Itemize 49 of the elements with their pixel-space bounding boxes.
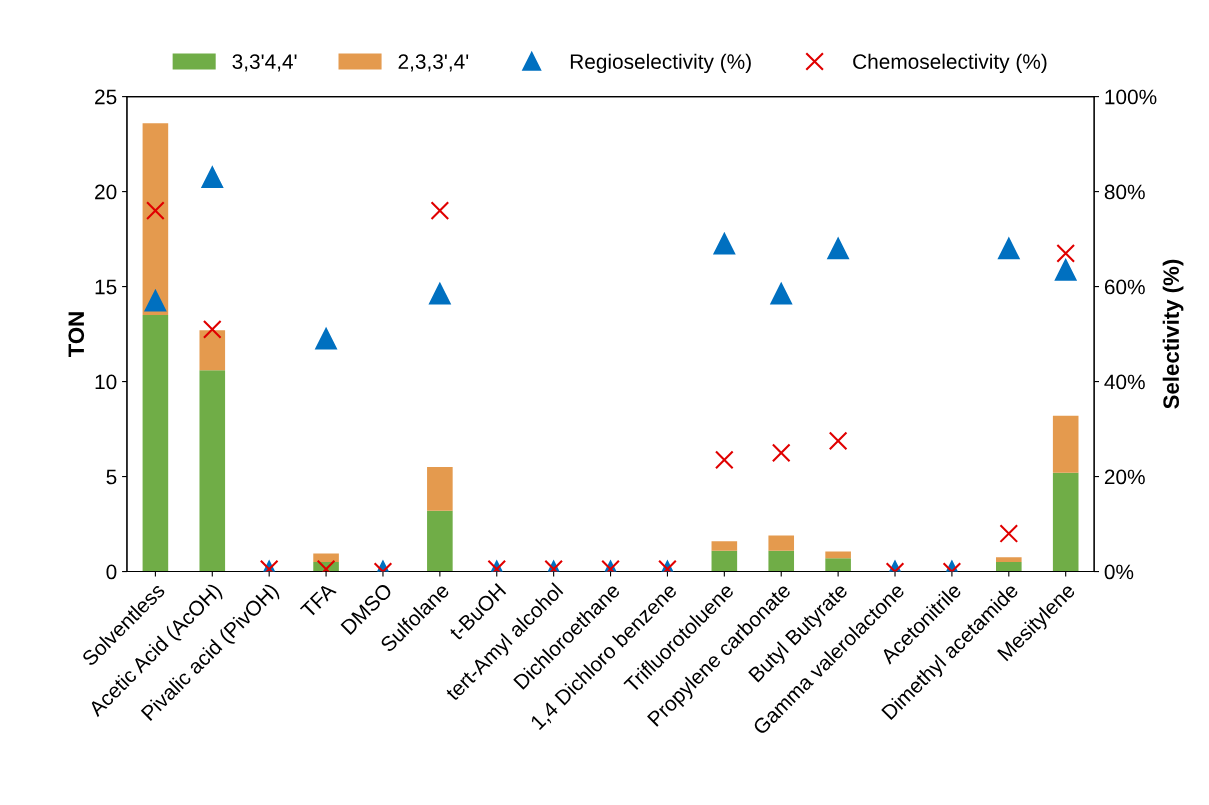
legend-label: 3,3'4,4': [232, 54, 297, 72]
point: [201, 166, 224, 189]
point: [998, 237, 1020, 260]
point: [1056, 243, 1076, 263]
bar: [142, 123, 169, 316]
bar: [199, 370, 226, 572]
bar: [711, 550, 738, 572]
y-tick-label: 25: [95, 89, 117, 105]
y2-tick-label: 20%: [1104, 469, 1145, 485]
y-tick-label: 15: [95, 279, 117, 295]
point: [430, 201, 450, 220]
point: [202, 319, 222, 339]
y2-tick-label: 60%: [1104, 279, 1145, 295]
point: [429, 282, 451, 305]
bar: [825, 551, 851, 559]
bar: [142, 315, 169, 572]
bar: [1052, 415, 1079, 473]
y2-tick-label: 40%: [1104, 374, 1145, 390]
bar: [825, 558, 851, 572]
y-tick-label: 10: [95, 374, 117, 390]
point: [827, 237, 849, 260]
y2-tick-label: 80%: [1104, 184, 1145, 200]
y2-axis-title: Selectivity (%): [1162, 259, 1184, 409]
y2-tick-label: 0%: [1104, 564, 1134, 580]
bar: [711, 541, 738, 551]
y-tick-label: 0: [106, 564, 117, 580]
bar: [199, 330, 226, 371]
point: [146, 201, 165, 220]
point: [1054, 259, 1077, 281]
bar: [996, 557, 1022, 563]
point: [144, 290, 167, 312]
bar: [768, 535, 795, 551]
point: [770, 282, 792, 305]
y2-tick-label: 100%: [1105, 89, 1157, 105]
bar: [996, 562, 1022, 572]
legend-label: Chemoselectivity (%): [853, 53, 1047, 74]
point: [713, 233, 736, 255]
bar: [427, 510, 453, 572]
y-axis-title: TON: [68, 312, 85, 358]
bar: [768, 550, 795, 572]
legend-label: 2,3,3',4': [398, 54, 469, 72]
x-tick-label: TFA: [299, 581, 337, 619]
bar: [1052, 472, 1079, 572]
point: [315, 328, 337, 350]
y-tick-label: 20: [95, 184, 117, 200]
y-tick-label: 5: [106, 469, 117, 485]
bar: [427, 467, 453, 511]
bar: [313, 553, 339, 563]
legend-label: Regioselectivity (%): [570, 53, 751, 74]
